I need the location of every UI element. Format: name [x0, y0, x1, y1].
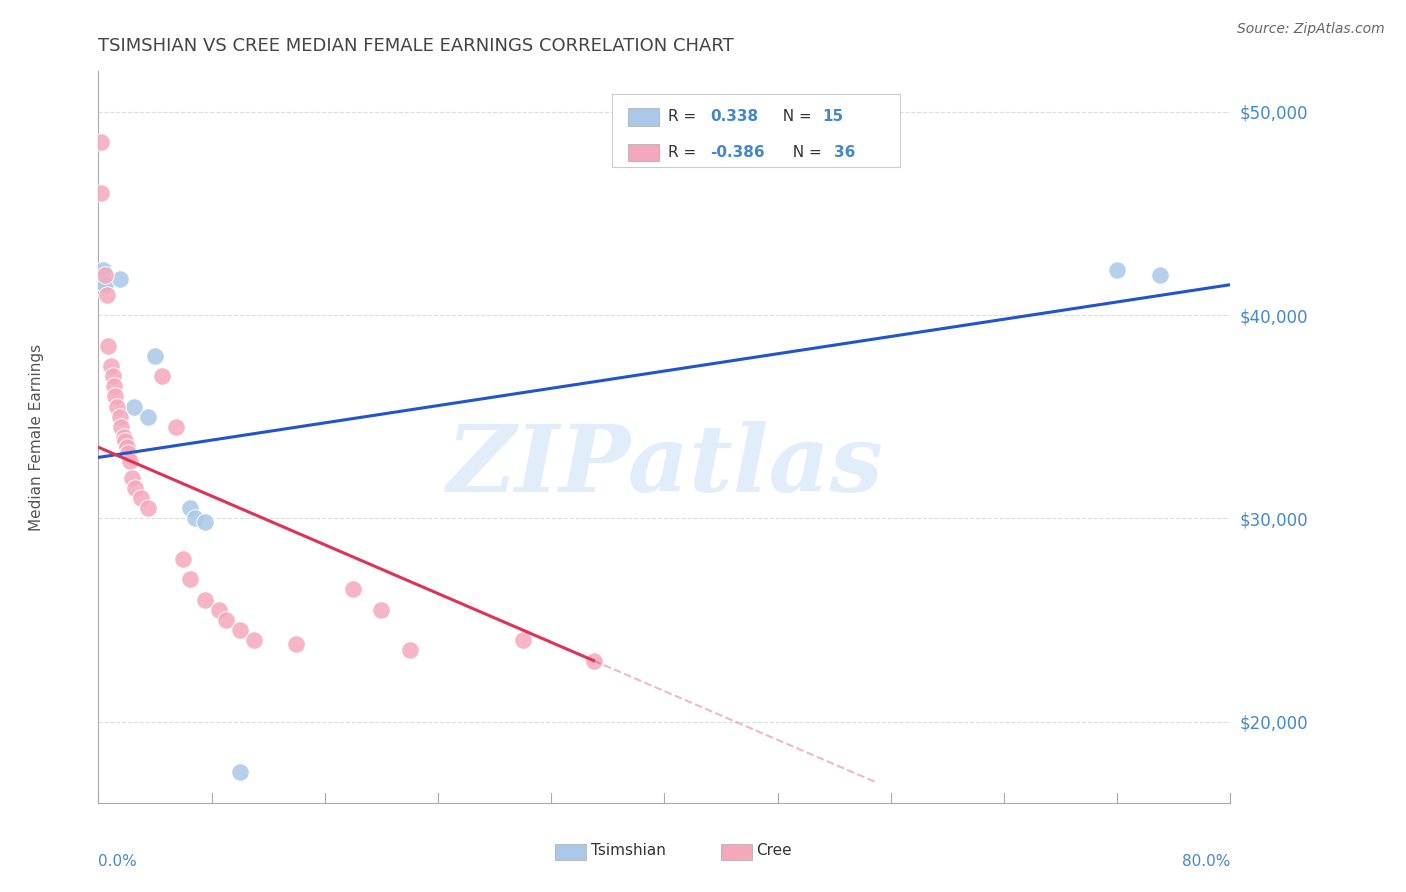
Point [229, 765, 252, 780]
Text: TSIMSHIAN VS CREE MEDIAN FEMALE EARNINGS CORRELATION CHART: TSIMSHIAN VS CREE MEDIAN FEMALE EARNINGS… [98, 37, 734, 54]
Point [118, 454, 141, 468]
Point [104, 389, 127, 403]
Point [110, 420, 132, 434]
Point [243, 633, 266, 648]
Point [124, 481, 146, 495]
Point [165, 420, 187, 434]
Text: ZIPatlas: ZIPatlas [446, 421, 883, 511]
Point [108, 409, 131, 424]
Point [101, 369, 124, 384]
Point [179, 572, 201, 586]
Point [183, 511, 205, 525]
Point [136, 409, 159, 424]
Point [108, 271, 131, 285]
Point [93, 271, 115, 285]
Point [208, 603, 231, 617]
Text: Source: ZipAtlas.com: Source: ZipAtlas.com [1237, 22, 1385, 37]
Point [229, 623, 252, 637]
Text: 80.0%: 80.0% [1182, 854, 1230, 869]
Point [97, 338, 120, 352]
Point [179, 501, 201, 516]
Point [172, 552, 194, 566]
Point [342, 582, 364, 597]
Point [112, 430, 135, 444]
Text: 15: 15 [823, 110, 844, 124]
Text: 0.0%: 0.0% [98, 854, 138, 869]
Point [114, 434, 136, 449]
Point [285, 637, 308, 651]
Point [150, 369, 173, 384]
Point [90, 186, 112, 201]
Text: 0.338: 0.338 [710, 110, 758, 124]
Text: Tsimshian: Tsimshian [591, 844, 665, 858]
Point [100, 359, 122, 373]
Point [1107, 263, 1129, 277]
Point [90, 136, 112, 150]
Point [96, 288, 118, 302]
Point [105, 400, 128, 414]
Point [582, 654, 605, 668]
Text: R =: R = [668, 110, 702, 124]
Point [143, 349, 166, 363]
Point [94, 268, 117, 282]
Text: -0.386: -0.386 [710, 145, 765, 160]
Text: Median Female Earnings: Median Female Earnings [28, 343, 44, 531]
Point [90, 268, 112, 282]
Text: Cree: Cree [756, 844, 792, 858]
Text: 36: 36 [834, 145, 855, 160]
Point [193, 516, 215, 530]
Point [1149, 268, 1171, 282]
Point [122, 400, 145, 414]
Point [193, 592, 215, 607]
Point [115, 440, 138, 454]
Text: N =: N = [783, 145, 827, 160]
Point [121, 471, 143, 485]
Point [136, 501, 159, 516]
Point [91, 263, 114, 277]
Point [215, 613, 238, 627]
Point [117, 446, 139, 460]
Point [370, 603, 392, 617]
Point [93, 276, 115, 290]
Text: N =: N = [773, 110, 817, 124]
Text: R =: R = [668, 145, 702, 160]
Point [512, 633, 534, 648]
Point [398, 643, 420, 657]
Point [94, 277, 117, 292]
Point [103, 379, 125, 393]
Point [129, 491, 152, 505]
